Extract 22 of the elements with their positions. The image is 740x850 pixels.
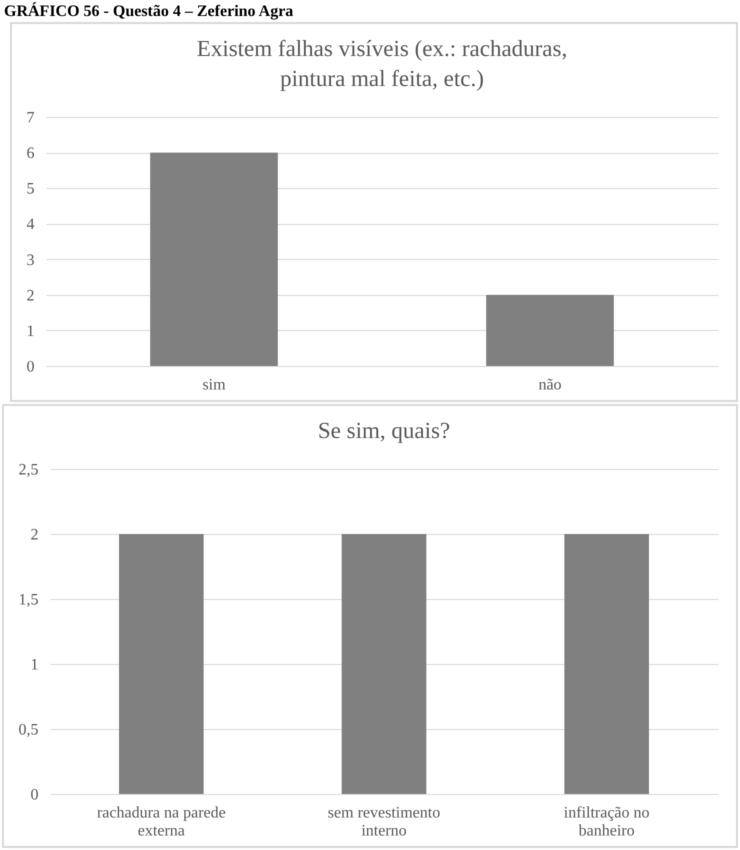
y-tick-label: 7 xyxy=(26,110,34,126)
x-tick-label: infiltração no banheiro xyxy=(564,804,650,840)
x-tick-label: não xyxy=(538,376,562,394)
y-tick-label: 3 xyxy=(26,252,34,269)
text: GRÁFICO 56 - Questão 4 – Zeferino Agra xyxy=(4,1,294,22)
y-tick-label: 1,5 xyxy=(18,592,38,608)
x-tick-label: rachadura na parede externa xyxy=(96,804,226,840)
x-tick-label: sem revestimento interno xyxy=(328,804,440,840)
y-tick-label: 2,5 xyxy=(18,462,38,478)
chart-title: Existem falhas visíveis (ex.: rachaduras, pintura mal feita, etc.) xyxy=(196,36,568,91)
x-tick-label: sim xyxy=(202,376,226,394)
y-tick-label: 5 xyxy=(26,180,34,198)
y-tick-label: 0,5 xyxy=(18,722,38,738)
y-tick-label: 0 xyxy=(30,786,38,804)
chart-title: Se sim, quais? xyxy=(318,418,450,443)
y-tick-label: 0 xyxy=(26,358,34,376)
y-tick-label: 1 xyxy=(26,322,34,340)
y-tick-label: 2 xyxy=(30,526,38,544)
y-tick-label: 4 xyxy=(26,216,34,234)
y-tick-label: 2 xyxy=(26,287,34,304)
y-tick-label: 6 xyxy=(26,145,34,162)
y-tick-label: 1 xyxy=(30,656,38,674)
